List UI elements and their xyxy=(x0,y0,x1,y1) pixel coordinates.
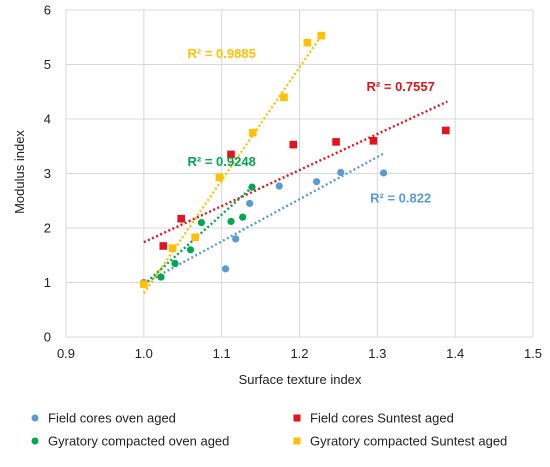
legend-label: Field cores oven aged xyxy=(48,411,176,426)
trendline-series-2 xyxy=(143,100,448,244)
data-point-series-1 xyxy=(246,199,254,208)
data-point-series-2 xyxy=(227,150,235,159)
legend-label: Gyratory compacted Suntest aged xyxy=(310,434,507,449)
r2-label-series-3: R² = 0.9248 xyxy=(188,154,256,169)
data-point-series-4 xyxy=(303,38,312,47)
data-point-series-2 xyxy=(159,242,168,250)
data-point-series-2 xyxy=(442,126,450,135)
gridlines xyxy=(65,9,534,338)
data-point-series-4 xyxy=(249,128,257,137)
data-point-series-2 xyxy=(177,214,185,223)
trendline-series-4 xyxy=(142,32,324,295)
data-points xyxy=(140,31,450,288)
data-point-series-1 xyxy=(313,178,321,186)
y-tick-label: 3 xyxy=(44,166,51,181)
legend-marker xyxy=(31,437,39,445)
r2-labels: R² = 0.822 R² = 0.7557 R² = 0.9248 R² = 0.9… xyxy=(188,46,435,205)
y-tick-label: 4 xyxy=(44,112,51,127)
legend-marker xyxy=(31,414,39,422)
data-point-series-4 xyxy=(140,280,148,288)
y-tick-label: 0 xyxy=(44,330,51,345)
y-tick-label: 5 xyxy=(44,57,51,72)
r2-label-series-4: R² = 0.9885 xyxy=(188,46,256,61)
r2-label-series-2: R² = 0.7557 xyxy=(367,79,435,94)
y-tick-label: 2 xyxy=(44,221,51,236)
legend-label: Field cores Suntest aged xyxy=(310,411,454,426)
data-point-series-3 xyxy=(227,217,235,226)
data-point-series-1 xyxy=(221,265,230,273)
y-tick-label: 1 xyxy=(44,275,51,290)
y-tick-label: 6 xyxy=(44,3,51,18)
legend-marker xyxy=(293,414,301,422)
data-point-series-4 xyxy=(280,93,288,101)
x-tick-label: 1.4 xyxy=(446,346,464,361)
trendline-series-1 xyxy=(143,151,386,285)
data-point-series-2 xyxy=(289,140,298,149)
x-tick-label: 1.2 xyxy=(290,346,308,361)
y-axis-title: Modulus index xyxy=(12,130,27,214)
x-tick-label: 1.3 xyxy=(368,346,386,361)
r2-label-series-1: R² = 0.822 xyxy=(370,191,431,206)
data-point-series-4 xyxy=(215,173,224,182)
data-point-series-2 xyxy=(369,137,378,145)
data-point-series-3 xyxy=(248,183,256,191)
x-tick-label: 0.9 xyxy=(57,346,75,361)
x-tick-label: 1.0 xyxy=(135,346,153,361)
legend: Field cores oven aged Field cores Suntest… xyxy=(31,411,507,449)
axes: 0.9 1.0 1.1 1.2 1.3 1.4 1.5 0 1 2 3 4 5 6 xyxy=(44,3,542,362)
data-point-series-1 xyxy=(232,235,240,243)
legend-label: Gyratory compacted oven aged xyxy=(48,434,229,449)
data-point-series-4 xyxy=(168,244,177,252)
x-axis-title: Surface texture index xyxy=(239,372,362,387)
x-tick-label: 1.1 xyxy=(213,346,231,361)
data-point-series-3 xyxy=(157,273,165,281)
data-point-series-3 xyxy=(239,213,247,221)
data-point-series-3 xyxy=(186,246,195,254)
data-point-series-1 xyxy=(337,168,345,177)
data-point-series-3 xyxy=(171,259,179,268)
data-point-series-3 xyxy=(197,218,206,227)
data-point-series-4 xyxy=(191,233,200,242)
data-point-series-4 xyxy=(317,31,326,40)
data-point-series-1 xyxy=(275,182,283,190)
x-tick-label: 1.5 xyxy=(524,346,542,361)
data-point-series-2 xyxy=(332,138,340,146)
legend-marker xyxy=(293,437,301,445)
data-point-series-1 xyxy=(379,169,388,177)
